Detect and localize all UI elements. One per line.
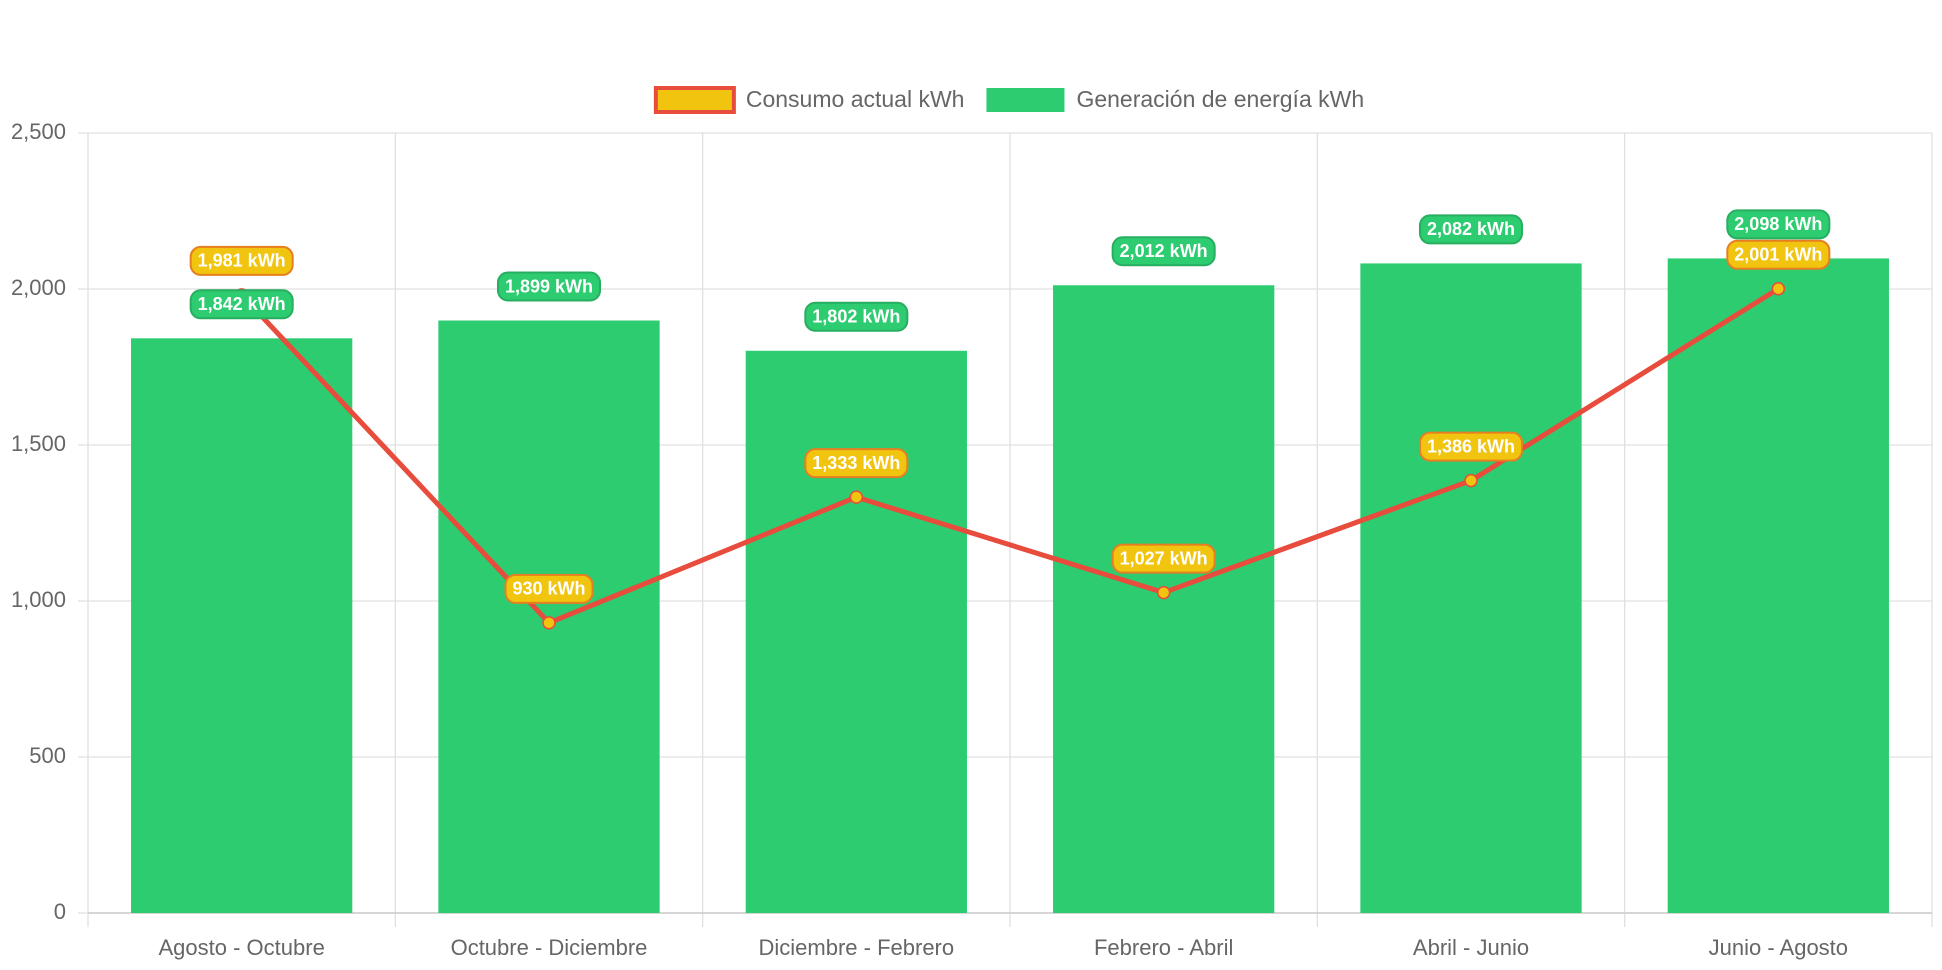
data-label-box — [1418, 214, 1524, 245]
data-label: 1,842 kWh — [189, 289, 294, 320]
y-tick-label: 1,500 — [11, 431, 66, 456]
legend-swatch — [986, 88, 1065, 112]
data-label: 1,027 kWh — [1111, 543, 1216, 574]
data-label-box — [496, 271, 602, 302]
bar — [131, 338, 353, 913]
y-tick-label: 2,000 — [11, 275, 66, 300]
data-label-text: 1,386 kWh — [1427, 436, 1515, 456]
data-label: 1,386 kWh — [1418, 431, 1524, 462]
x-tick-label: Agosto - Octubre — [159, 935, 325, 960]
data-label: 1,899 kWh — [496, 271, 602, 302]
x-tick-label: Octubre - Diciembre — [451, 935, 648, 960]
point — [1771, 281, 1786, 296]
bar — [745, 350, 967, 913]
data-label-text: 1,802 kWh — [812, 307, 900, 327]
point — [542, 616, 556, 630]
data-label-box — [804, 448, 909, 479]
data-label: 2,001 kWh — [1726, 239, 1831, 270]
x-tick-label: Febrero - Abril — [1094, 935, 1233, 960]
x-tick-label: Junio - Agosto — [1709, 935, 1848, 960]
data-label-text: 930 kWh — [512, 579, 585, 599]
y-tick-label: 500 — [29, 743, 66, 768]
y-tick-label: 0 — [54, 899, 66, 924]
y-tick-label: 1,000 — [11, 587, 66, 612]
data-label: 930 kWh — [504, 573, 594, 604]
point — [1156, 585, 1171, 600]
point — [1464, 473, 1478, 488]
data-label-text: 1,899 kWh — [505, 276, 593, 296]
x-tick-label: Abril - Junio — [1413, 935, 1529, 960]
data-label: 1,333 kWh — [804, 448, 909, 479]
data-label-text: 2,012 kWh — [1120, 241, 1208, 261]
data-label: 2,082 kWh — [1418, 214, 1524, 245]
data-label: 2,012 kWh — [1111, 236, 1216, 267]
data-label-text: 1,981 kWh — [198, 251, 286, 271]
legend-swatch — [653, 86, 736, 114]
legend-label: Consumo actual kWh — [746, 86, 965, 112]
data-label: 1,981 kWh — [189, 245, 294, 276]
data-label-box — [1111, 543, 1216, 574]
data-label-box — [1111, 236, 1216, 267]
bar — [1667, 258, 1889, 913]
data-label-box — [1726, 209, 1831, 240]
data-label-text: 2,001 kWh — [1734, 244, 1822, 264]
point — [849, 490, 864, 504]
data-label-text: 1,842 kWh — [198, 294, 286, 314]
data-label-text: 2,082 kWh — [1427, 219, 1515, 239]
data-label-box — [504, 573, 594, 604]
data-label-box — [804, 301, 909, 332]
y-tick-label: 2,500 — [11, 119, 66, 144]
data-label-text: 1,333 kWh — [812, 453, 900, 473]
legend: Consumo actual kWh Generación de energía … — [653, 86, 1364, 114]
data-label: 1,802 kWh — [804, 301, 909, 332]
data-label-box — [1418, 431, 1524, 462]
data-label-text: 1,027 kWh — [1120, 548, 1208, 568]
x-tick-label: Diciembre - Febrero — [759, 935, 955, 960]
data-label-box — [189, 245, 294, 276]
data-label: 2,098 kWh — [1726, 209, 1831, 240]
legend-label: Generación de energía kWh — [1076, 86, 1364, 112]
bar — [1360, 263, 1582, 913]
data-label-box — [1726, 239, 1831, 270]
data-label-text: 2,098 kWh — [1734, 214, 1822, 234]
data-label-box — [189, 289, 294, 320]
